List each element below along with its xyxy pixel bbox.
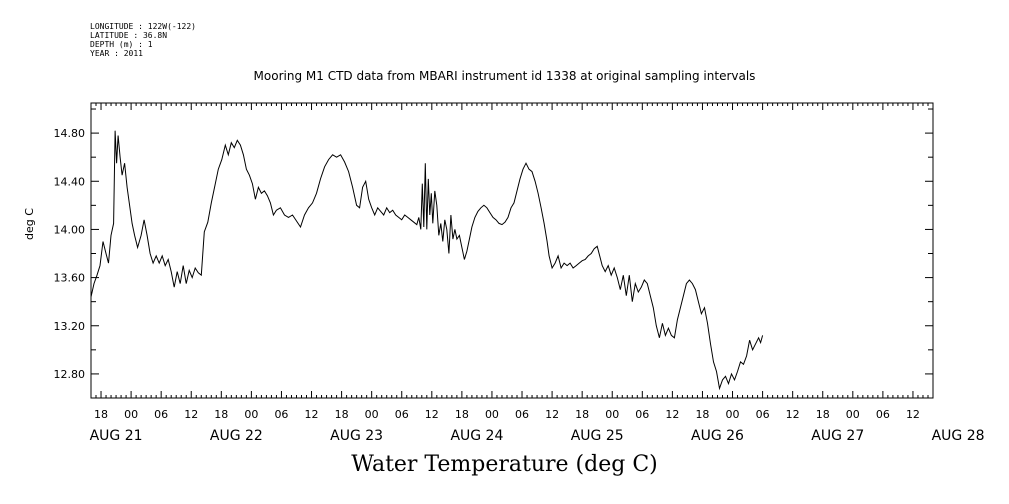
x-hour-label: 12 [665, 408, 679, 421]
x-hour-label: 18 [455, 408, 469, 421]
temperature-series-line [90, 130, 764, 391]
x-day-label: AUG 24 [450, 428, 503, 444]
x-hour-label: 12 [786, 408, 800, 421]
x-hour-label: 18 [335, 408, 349, 421]
y-tick-label: 14.80 [54, 127, 86, 140]
x-hour-label: 12 [305, 408, 319, 421]
metadata-block: LONGITUDE : 122W(-122) LATITUDE : 36.8N … [90, 22, 196, 58]
depth-label: DEPTH (m) : 1 [90, 40, 153, 49]
y-tick-label: 13.60 [54, 272, 86, 285]
axis-labels: 12.80 13.20 13.60 14.00 14.40 14.80 18 00 06 12 18… [54, 127, 985, 444]
x-hour-label: 12 [184, 408, 198, 421]
x-hour-label: 00 [485, 408, 499, 421]
x-hour-label: 06 [395, 408, 409, 421]
x-hour-label: 00 [846, 408, 860, 421]
x-hour-label: 18 [816, 408, 830, 421]
x-hour-label: 00 [365, 408, 379, 421]
x-hour-label: 06 [635, 408, 649, 421]
plot-frame [90, 102, 934, 399]
x-hour-label: 18 [94, 408, 108, 421]
x-hour-label: 00 [726, 408, 740, 421]
y-tick-label: 14.00 [54, 223, 86, 236]
x-hour-label: 00 [605, 408, 619, 421]
x-hour-label: 00 [124, 408, 138, 421]
x-hour-label: 12 [425, 408, 439, 421]
x-day-label: AUG 28 [932, 428, 985, 444]
y-tick-label: 12.80 [54, 368, 86, 381]
x-hour-label: 06 [274, 408, 288, 421]
x-day-label: AUG 26 [691, 428, 744, 444]
axis-ticks [90, 103, 934, 399]
x-hour-label: 06 [515, 408, 529, 421]
x-day-label: AUG 21 [90, 428, 143, 444]
x-hour-label: 18 [575, 408, 589, 421]
x-hour-label: 06 [756, 408, 770, 421]
y-tick-label: 14.40 [54, 175, 86, 188]
x-hour-label: 12 [545, 408, 559, 421]
chart-title: Mooring M1 CTD data from MBARI instrumen… [253, 69, 756, 83]
x-axis-variable-label: Water Temperature (deg C) [351, 452, 658, 477]
x-hour-label: 06 [154, 408, 168, 421]
x-hour-label: 12 [906, 408, 920, 421]
year-label: YEAR : 2011 [90, 49, 143, 58]
x-hour-label: 18 [214, 408, 228, 421]
x-hour-label: 18 [695, 408, 709, 421]
latitude-label: LATITUDE : 36.8N [90, 31, 168, 40]
x-hour-label: 00 [244, 408, 258, 421]
x-day-label: AUG 25 [571, 428, 624, 444]
x-day-label: AUG 23 [330, 428, 383, 444]
y-tick-label: 13.20 [54, 320, 86, 333]
x-day-label: AUG 22 [210, 428, 263, 444]
x-day-label: AUG 27 [811, 428, 864, 444]
longitude-label: LONGITUDE : 122W(-122) [90, 22, 196, 31]
x-hour-label: 06 [876, 408, 890, 421]
